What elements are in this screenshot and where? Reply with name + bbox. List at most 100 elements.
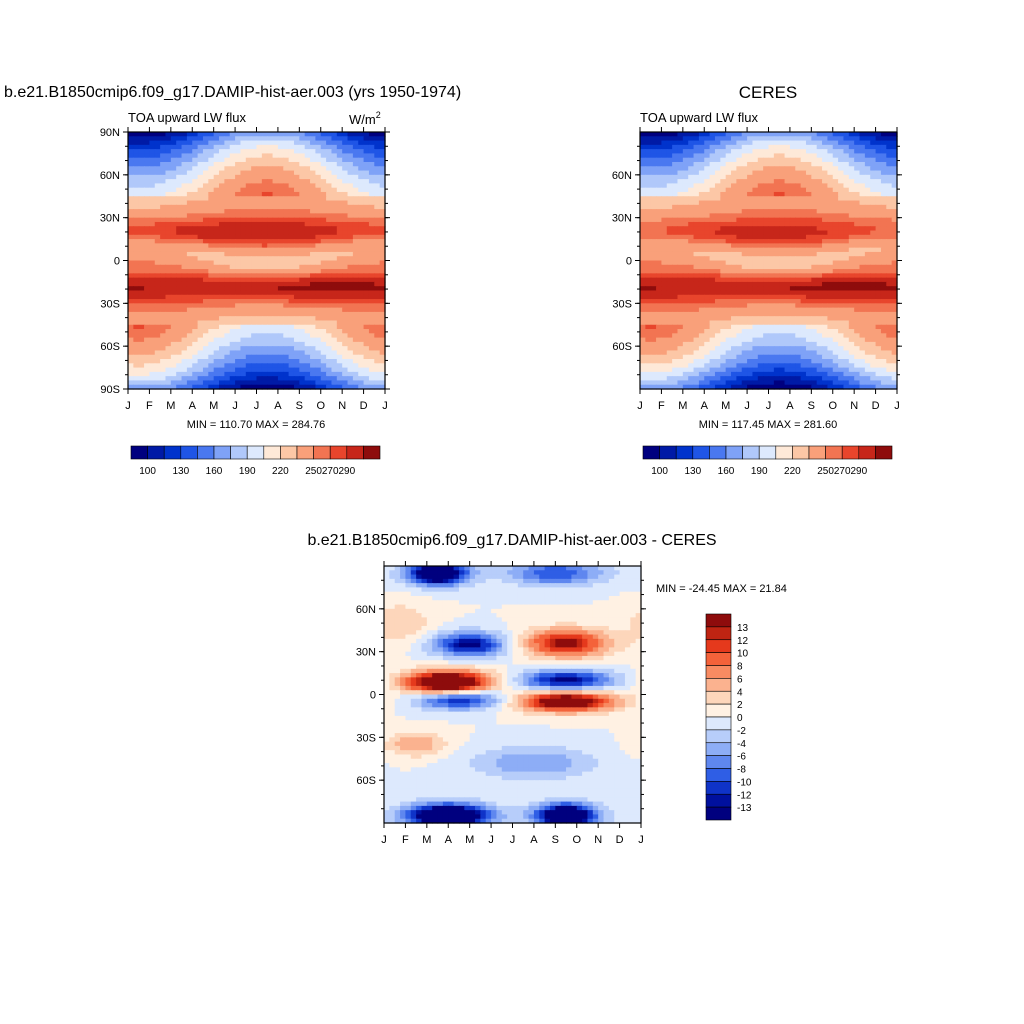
- heatmap-cell: [768, 256, 775, 262]
- heatmap-cell: [736, 213, 743, 219]
- heatmap-cell: [299, 234, 306, 240]
- heatmap-cell: [224, 204, 231, 210]
- heatmap-cell: [731, 251, 737, 257]
- heatmap-cell: [843, 303, 850, 309]
- heatmap-cell: [315, 209, 322, 214]
- heatmap-cell: [208, 196, 215, 202]
- heatmap-cell: [240, 166, 247, 172]
- heatmap-cell: [170, 354, 177, 360]
- heatmap-cell: [154, 200, 161, 206]
- heatmap-cell: [368, 346, 375, 352]
- heatmap-cell: [352, 161, 359, 167]
- heatmap-cell: [293, 316, 300, 322]
- heatmap-cell: [235, 221, 242, 227]
- heatmap-cell: [363, 380, 370, 386]
- heatmap-cell: [245, 140, 252, 146]
- heatmap-cell: [870, 213, 877, 219]
- heatmap-cell: [202, 144, 209, 150]
- heatmap-cell: [165, 324, 172, 330]
- heatmap-cell: [165, 354, 172, 360]
- heatmap-cell: [736, 260, 743, 266]
- heatmap-cell: [235, 290, 242, 296]
- heatmap-cell: [688, 191, 695, 197]
- heatmap-cell: [128, 294, 134, 300]
- heatmap-cell: [144, 367, 151, 373]
- heatmap-cell: [805, 191, 812, 197]
- heatmap-cell: [854, 132, 861, 137]
- heatmap-cell: [160, 230, 167, 236]
- heatmap-cell: [379, 166, 386, 172]
- heatmap-cell: [677, 153, 684, 159]
- heatmap-cell: [784, 149, 791, 155]
- heatmap-cell: [693, 294, 700, 300]
- heatmap-cell: [299, 132, 306, 137]
- heatmap-cell: [315, 346, 322, 352]
- heatmap-cell: [832, 247, 839, 253]
- heatmap-cell: [736, 286, 743, 292]
- heatmap-cell: [165, 359, 172, 364]
- heatmap-cell: [352, 239, 359, 244]
- heatmap-cell: [224, 269, 231, 274]
- heatmap-cell: [197, 149, 204, 155]
- heatmap-cell: [650, 174, 657, 180]
- heatmap-cell: [181, 264, 188, 270]
- heatmap-cell: [875, 247, 882, 253]
- heatmap-cell: [213, 166, 220, 172]
- heatmap-cell: [741, 183, 748, 189]
- heatmap-cell: [304, 140, 311, 146]
- heatmap-cell: [358, 226, 365, 232]
- heatmap-cell: [757, 256, 764, 262]
- heatmap-cell: [661, 277, 668, 283]
- heatmap-cell: [224, 221, 231, 227]
- heatmap-cell: [752, 191, 759, 197]
- heatmap-cell: [272, 213, 279, 219]
- heatmap-cell: [704, 144, 711, 150]
- heatmap-cell: [736, 299, 743, 304]
- heatmap-cell: [133, 311, 140, 317]
- heatmap-cell: [208, 264, 215, 270]
- heatmap-cell: [645, 170, 652, 176]
- heatmap-cell: [272, 260, 279, 266]
- heatmap-cell: [784, 247, 791, 253]
- heatmap-cell: [374, 204, 381, 210]
- heatmap-cell: [720, 187, 727, 193]
- colorbar-label: 130: [172, 466, 189, 477]
- heatmap-cell: [251, 307, 258, 313]
- heatmap-cell: [666, 191, 673, 197]
- heatmap-cell: [277, 260, 284, 266]
- heatmap-cell: [891, 149, 898, 155]
- heatmap-cell: [363, 174, 370, 180]
- heatmap-cell: [640, 200, 646, 206]
- heatmap-cell: [149, 217, 156, 223]
- heatmap-cell: [731, 264, 737, 270]
- heatmap-cell: [181, 299, 188, 304]
- heatmap-cell: [645, 281, 652, 287]
- heatmap-cell: [144, 226, 151, 232]
- heatmap-cell: [789, 217, 796, 223]
- heatmap-cell: [838, 221, 845, 227]
- heatmap-cell: [256, 359, 263, 364]
- heatmap-cell: [645, 200, 652, 206]
- heatmap-cell: [368, 281, 375, 287]
- heatmap-cell: [283, 226, 290, 232]
- heatmap-cell: [714, 183, 721, 189]
- heatmap-cell: [358, 213, 365, 219]
- heatmap-cell: [677, 179, 684, 184]
- heatmap-cell: [224, 132, 231, 137]
- heatmap-cell: [133, 153, 140, 159]
- heatmap-cell: [245, 341, 252, 347]
- heatmap-cell: [661, 166, 668, 172]
- heatmap-cell: [170, 277, 177, 283]
- heatmap-cell: [709, 251, 716, 257]
- heatmap-cell: [160, 281, 167, 287]
- heatmap-cell: [347, 260, 354, 266]
- heatmap-cell: [256, 337, 263, 343]
- heatmap-cell: [827, 157, 834, 163]
- heatmap-cell: [208, 299, 215, 304]
- heatmap-cell: [326, 350, 333, 356]
- heatmap-cell: [293, 269, 300, 274]
- heatmap-cell: [310, 367, 316, 373]
- heatmap-cell: [154, 132, 161, 137]
- heatmap-cell: [838, 179, 845, 184]
- heatmap-cell: [331, 350, 338, 356]
